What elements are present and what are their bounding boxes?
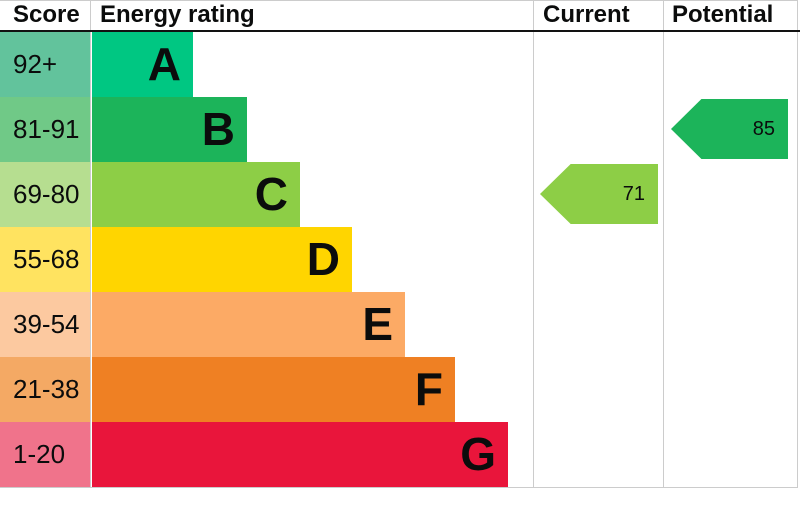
table-bottom-border — [0, 487, 798, 488]
score-cell: 21-38 — [0, 357, 90, 422]
score-range-label: 55-68 — [13, 244, 80, 274]
rating-bar: F — [92, 357, 455, 422]
band-row: 92+ A — [0, 32, 800, 97]
score-range-label: 1-20 — [13, 439, 66, 469]
band-letter: F — [414, 363, 443, 415]
band-letter: A — [147, 38, 181, 90]
table-top-border — [0, 0, 798, 1]
table-right-border — [797, 0, 798, 488]
potential-rating-value: 85 — [752, 118, 775, 140]
header-current: Current — [543, 1, 630, 28]
score-range-label: 81-91 — [13, 114, 80, 144]
band-row: 81-91 B — [0, 97, 800, 162]
band-letter: G — [460, 428, 496, 480]
rating-bar: D — [92, 227, 352, 292]
score-range-label: 69-80 — [13, 179, 80, 209]
header-row: Score Energy rating Current Potential — [0, 0, 800, 32]
band-row: 1-20 G — [0, 422, 800, 487]
band-letter: E — [362, 298, 393, 350]
band-row: 69-80 C — [0, 162, 800, 227]
score-cell: 92+ — [0, 32, 90, 97]
rating-bar: C — [92, 162, 300, 227]
rating-bar: G — [92, 422, 508, 487]
rating-bar: B — [92, 97, 247, 162]
rating-bar: A — [92, 32, 193, 97]
divider-score-rating — [90, 0, 91, 488]
band-row: 39-54 E — [0, 292, 800, 357]
header-potential: Potential — [672, 1, 774, 28]
score-range-label: 92+ — [13, 49, 58, 79]
score-cell: 39-54 — [0, 292, 90, 357]
band-letter: D — [306, 233, 340, 285]
score-range-label: 21-38 — [13, 374, 80, 404]
score-cell: 55-68 — [0, 227, 90, 292]
band-letter: B — [201, 103, 235, 155]
score-cell: 69-80 — [0, 162, 90, 227]
potential-rating-arrow: 85 — [671, 99, 788, 159]
divider-rating-current — [533, 0, 534, 488]
rating-bar: E — [92, 292, 405, 357]
band-letter: C — [254, 168, 288, 220]
score-cell: 81-91 — [0, 97, 90, 162]
band-row: 21-38 F — [0, 357, 800, 422]
score-cell: 1-20 — [0, 422, 90, 487]
header-energy-rating: Energy rating — [100, 1, 255, 28]
band-rows: 92+ A 81-91 B 69-80 C 55-68 D 39-54 — [0, 32, 800, 487]
header-score: Score — [13, 1, 80, 28]
band-row: 55-68 D — [0, 227, 800, 292]
current-rating-value: 71 — [622, 183, 645, 205]
score-range-label: 39-54 — [13, 309, 80, 339]
divider-current-potential — [663, 0, 664, 488]
